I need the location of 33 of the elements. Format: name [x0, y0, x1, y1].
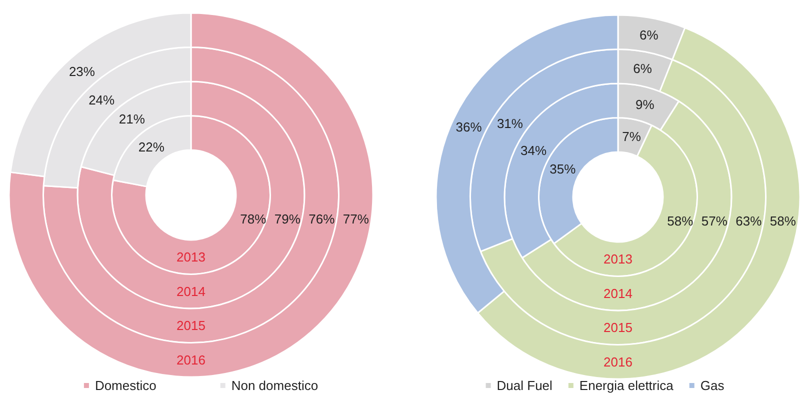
data-label: 58% [667, 214, 694, 228]
data-label: 58% [770, 214, 796, 228]
slice-label: 2015 [604, 320, 632, 336]
slice-label: 2013 [604, 252, 632, 267]
slice-label: 2014 [604, 286, 632, 301]
data-label: 63% [736, 214, 762, 228]
data-label: 31% [496, 116, 524, 132]
data-label: 79% [274, 212, 301, 226]
data-label: 6% [633, 61, 652, 76]
data-label: 21% [118, 111, 146, 126]
data-label: 57% [701, 214, 728, 228]
data-label: 35% [550, 161, 576, 176]
slice-label: 2013 [176, 250, 206, 265]
data-label: 7% [622, 128, 642, 144]
legend-label: Domestico [94, 378, 156, 393]
data-label: 9% [635, 96, 655, 112]
legend-label: Non domestico [231, 378, 318, 393]
slice-label: 2016 [604, 354, 632, 370]
data-label: 78% [240, 212, 267, 226]
data-label: 24% [88, 92, 116, 108]
data-label: 36% [456, 119, 482, 134]
legend-label: Gas [700, 378, 725, 393]
data-label: 77% [342, 212, 370, 226]
data-label: 34% [520, 143, 547, 158]
legend-label: Dual Fuel [496, 378, 553, 393]
slice-label: 2014 [176, 284, 206, 299]
slice-label: 2016 [176, 352, 206, 368]
data-label: 22% [138, 140, 165, 155]
data-label: 76% [308, 212, 336, 226]
data-label: 6% [639, 28, 659, 43]
legend-label: Energia elettrica [579, 378, 674, 393]
slice-label: 2015 [176, 318, 206, 334]
data-label: 23% [68, 64, 96, 79]
